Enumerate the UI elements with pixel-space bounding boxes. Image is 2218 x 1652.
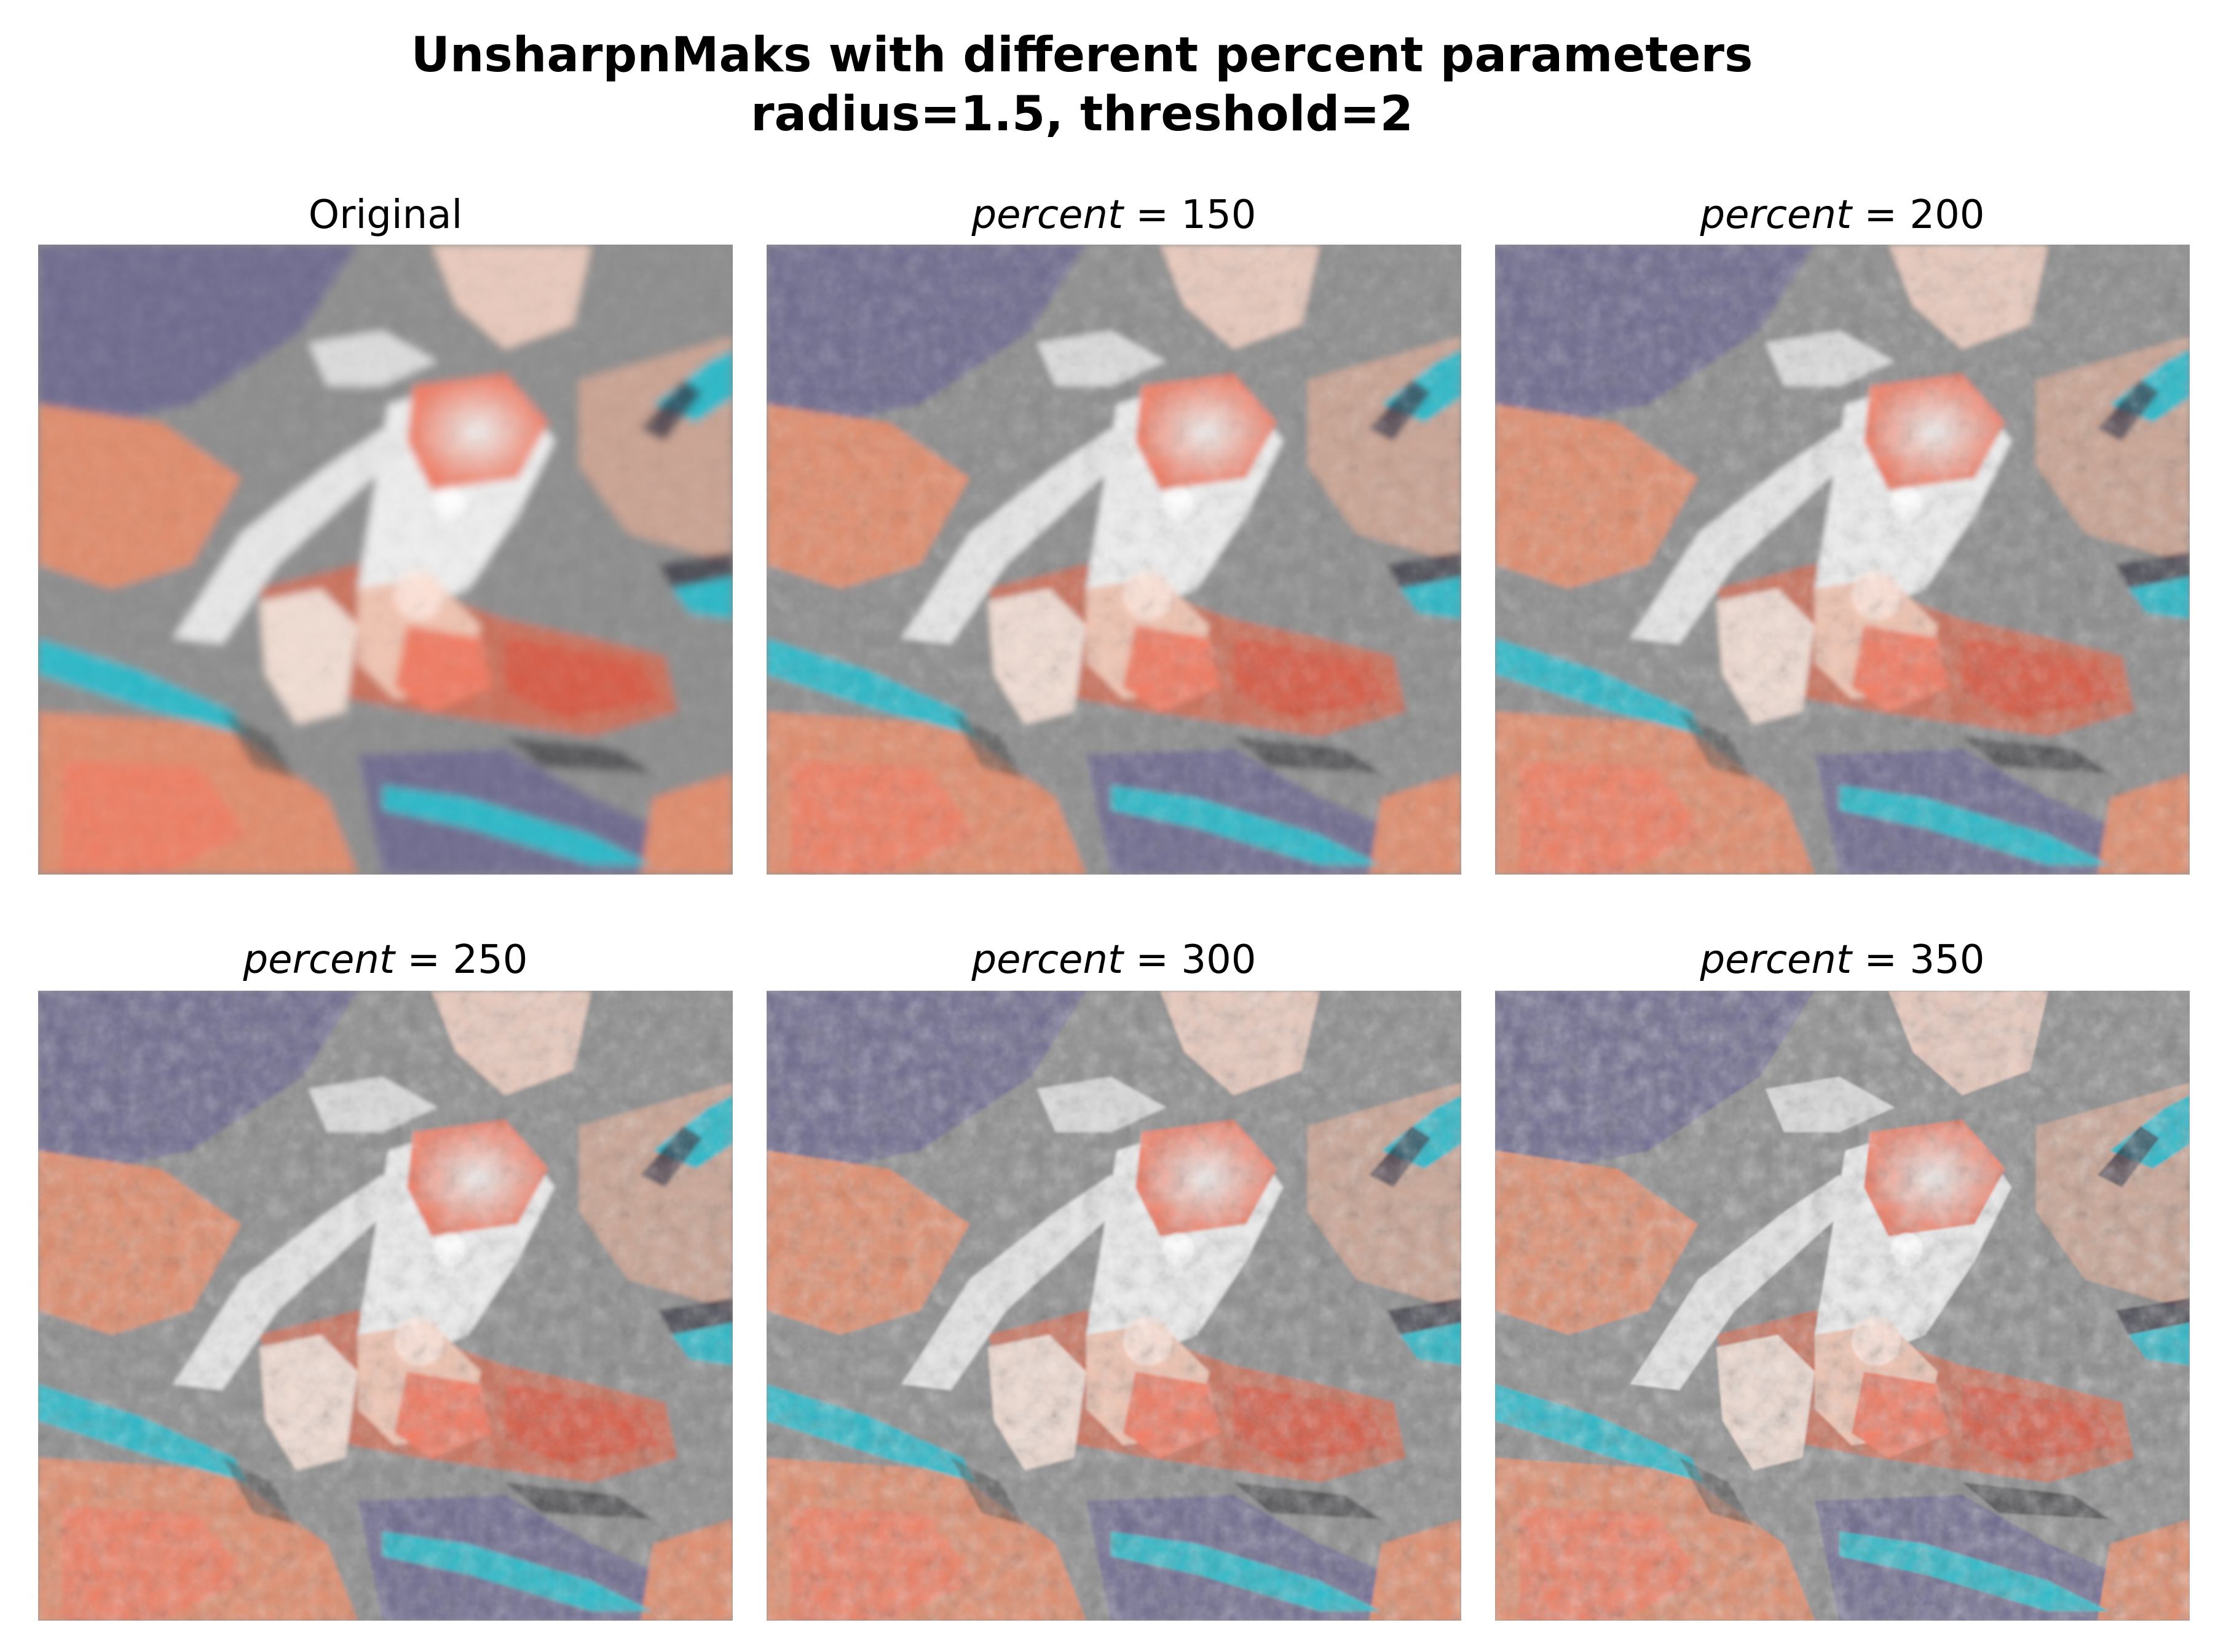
panel-title-percent-150: percent = 150 bbox=[767, 191, 1461, 240]
panel-title-eq: = 350 bbox=[1852, 937, 1985, 983]
figure-title-line1: UnsharpnMaks with different percent para… bbox=[411, 28, 1753, 83]
terrain-image-percent-150 bbox=[767, 245, 1461, 875]
panel-title-var: percent bbox=[1700, 192, 1852, 238]
panel-title-percent-350: percent = 350 bbox=[1495, 935, 2190, 985]
terrain-svg bbox=[38, 991, 733, 1621]
terrain-svg bbox=[38, 245, 733, 875]
panel-title-var: percent bbox=[971, 937, 1124, 983]
panel-title-eq: = 200 bbox=[1852, 192, 1985, 238]
panel-title-eq: = 150 bbox=[1123, 192, 1257, 238]
terrain-image-percent-350 bbox=[1495, 991, 2190, 1621]
panel-title-text: Original bbox=[308, 192, 463, 238]
panel-title-var: percent bbox=[1700, 937, 1852, 983]
terrain-svg bbox=[1495, 991, 2190, 1621]
terrain-image-original bbox=[38, 245, 733, 875]
panel-title-var: percent bbox=[971, 192, 1124, 238]
panel-title-eq: = 250 bbox=[395, 937, 528, 983]
terrain-image-percent-300 bbox=[767, 991, 1461, 1621]
terrain-image-percent-250 bbox=[38, 991, 733, 1621]
panel-title-percent-300: percent = 300 bbox=[767, 935, 1461, 985]
panel-title-eq: = 300 bbox=[1123, 937, 1257, 983]
panel-title-percent-250: percent = 250 bbox=[38, 935, 733, 985]
terrain-svg bbox=[1495, 245, 2190, 875]
panel-title-percent-200: percent = 200 bbox=[1495, 191, 2190, 240]
terrain-svg bbox=[767, 245, 1461, 875]
figure-title-line2: radius=1.5, threshold=2 bbox=[751, 87, 1413, 142]
terrain-image-percent-200 bbox=[1495, 245, 2190, 875]
terrain-svg bbox=[767, 991, 1461, 1621]
panel-title-var: percent bbox=[243, 937, 395, 983]
panel-title-original: Original bbox=[38, 191, 733, 240]
figure-title: UnsharpnMaks with different percent para… bbox=[0, 26, 2164, 144]
